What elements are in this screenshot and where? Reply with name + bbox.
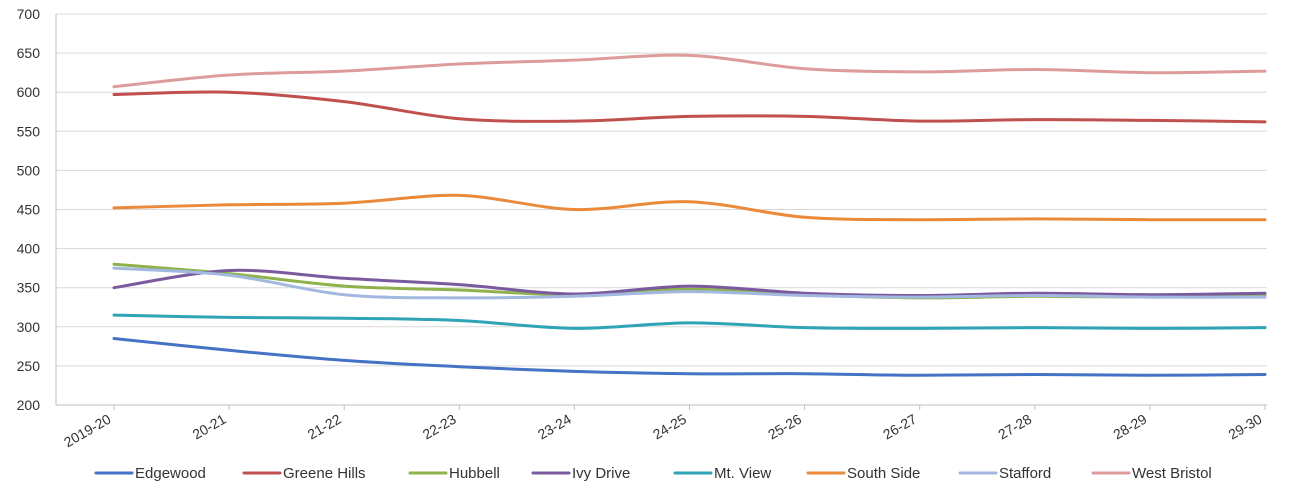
series-line-greene-hills	[112, 90, 1267, 124]
legend-label: South Side	[847, 465, 920, 482]
series-line-ivy-drive	[112, 268, 1267, 297]
legend-label: Edgewood	[135, 465, 206, 482]
legend-label: Hubbell	[449, 465, 500, 482]
legend-item-south-side: South Side	[806, 465, 920, 482]
x-tick-label: 2019-20	[61, 411, 114, 451]
y-tick-label: 650	[17, 45, 41, 61]
series-line-south-side	[112, 193, 1267, 222]
y-tick-label: 500	[17, 162, 41, 178]
gridlines	[56, 13, 1267, 406]
y-tick-label: 700	[17, 6, 41, 22]
x-tick-label: 20-21	[190, 411, 229, 443]
legend-label: West Bristol	[1132, 465, 1212, 482]
series-lines	[112, 53, 1267, 377]
x-axis: 2019-20 20-21 21-22 22-23 23-24 24-25 25-26 26-…	[56, 404, 1267, 451]
legend-item-hubbell: Hubbell	[408, 465, 500, 482]
x-tick-label: 27-28	[995, 411, 1034, 443]
series-line-mt-view	[112, 313, 1267, 330]
y-tick-label: 350	[17, 280, 41, 296]
y-axis: 200 250 300 350 400 450 500 550 600 650 700	[17, 6, 57, 413]
y-tick-label: 450	[17, 202, 41, 218]
y-tick-label: 600	[17, 84, 41, 100]
x-tick-label: 22-23	[420, 411, 459, 443]
x-tick-label: 26-27	[880, 411, 919, 443]
y-tick-label: 550	[17, 123, 41, 139]
series-line-edgewood	[112, 337, 1267, 377]
legend-item-mt-view: Mt. View	[673, 465, 771, 482]
series-line-stafford	[112, 266, 1267, 300]
legend-label: Stafford	[999, 465, 1051, 482]
x-tick-label: 23-24	[535, 411, 574, 443]
legend-label: Mt. View	[714, 465, 771, 482]
legend-item-edgewood: Edgewood	[94, 465, 206, 482]
x-tick-label: 29-30	[1225, 411, 1264, 443]
y-tick-label: 250	[17, 358, 41, 374]
legend: Edgewood Greene Hills Hubbell Ivy Drive Mt. …	[94, 465, 1212, 482]
series-line-west-bristol	[112, 53, 1267, 89]
legend-item-ivy-drive: Ivy Drive	[531, 465, 630, 482]
y-tick-label: 200	[17, 397, 41, 413]
x-tick-label: 21-22	[305, 411, 344, 443]
y-tick-label: 300	[17, 319, 41, 335]
legend-item-west-bristol: West Bristol	[1091, 465, 1212, 482]
y-tick-label: 400	[17, 241, 41, 257]
x-tick-label: 25-26	[765, 411, 804, 443]
legend-label: Ivy Drive	[572, 465, 630, 482]
x-tick-label: 24-25	[650, 411, 689, 443]
legend-item-greene-hills: Greene Hills	[242, 465, 366, 482]
x-tick-label: 28-29	[1110, 411, 1149, 443]
legend-label: Greene Hills	[283, 465, 366, 482]
legend-item-stafford: Stafford	[958, 465, 1051, 482]
